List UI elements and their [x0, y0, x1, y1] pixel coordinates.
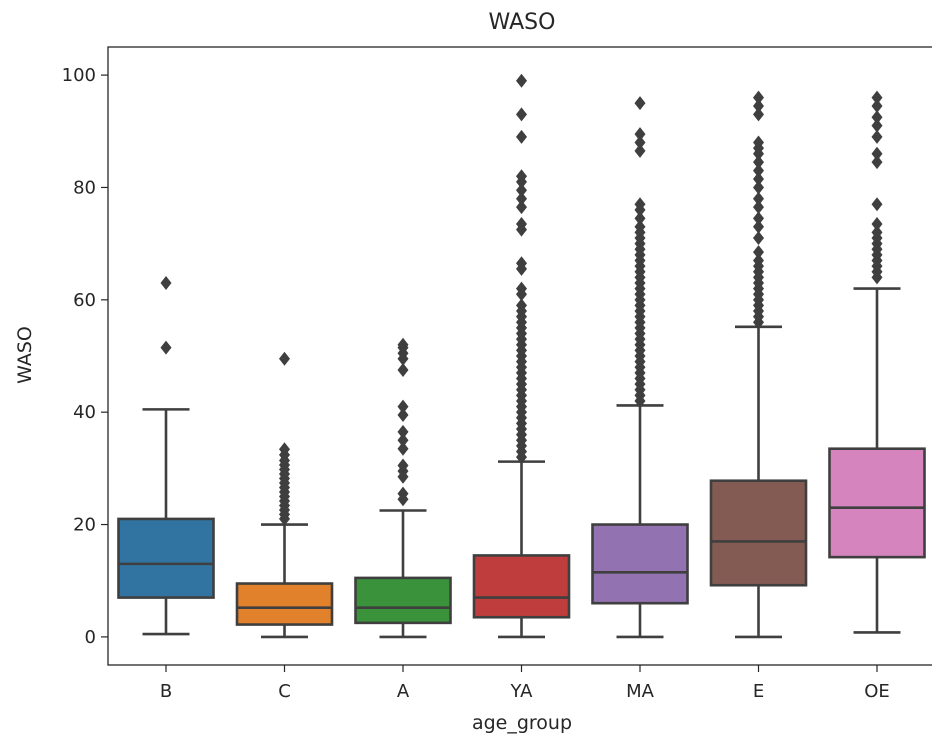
box-ya	[472, 554, 571, 619]
outlier-point-oe	[871, 90, 883, 105]
outlier-point-ma	[634, 135, 646, 150]
x-tick-label: YA	[510, 681, 534, 702]
outlier-point-ya	[516, 169, 527, 184]
y-tick-label: 60	[73, 290, 96, 311]
x-tick-label: C	[278, 681, 291, 702]
outlier-point-ya	[516, 200, 527, 215]
outlier-point-c	[279, 442, 290, 457]
outlier-point-a	[397, 458, 409, 473]
outlier-point-a	[397, 337, 409, 352]
outlier-point-oe	[871, 110, 883, 125]
outlier-point-oe	[871, 129, 883, 144]
outlier-point-ya	[516, 107, 527, 122]
box-a	[354, 576, 452, 625]
outlier-point-ya	[516, 191, 527, 206]
outlier-point-oe	[871, 146, 883, 161]
y-tick-label: 100	[62, 65, 96, 86]
outlier-point-e	[753, 90, 764, 105]
outlier-point-e	[753, 191, 764, 206]
outlier-point-oe	[871, 155, 883, 170]
outlier-point-ma	[634, 127, 646, 142]
outlier-point-a	[397, 433, 409, 448]
chart-title: WASO	[489, 10, 556, 35]
outlier-point-ma	[634, 211, 646, 226]
outlier-point-ya	[516, 256, 527, 271]
x-tick-label: OE	[864, 681, 890, 702]
outlier-point-ya	[516, 183, 527, 198]
outlier-point-a	[397, 363, 409, 378]
outlier-point-e	[753, 107, 764, 122]
outlier-point-e	[753, 155, 764, 170]
x-tick-label: MA	[626, 681, 655, 702]
outlier-point-e	[753, 219, 764, 234]
outlier-point-e	[753, 180, 764, 195]
y-tick-label: 80	[73, 177, 96, 198]
outlier-point-b	[160, 275, 172, 290]
outlier-point-ya	[516, 216, 527, 231]
outlier-point-ma	[634, 219, 646, 234]
outlier-point-ma	[634, 143, 646, 158]
plot-area: 0 20 40 60 80 100 B C A YA MA E OE	[62, 46, 932, 702]
outlier-point-b	[160, 340, 172, 355]
outlier-point-a	[397, 486, 409, 501]
outlier-point-a	[397, 441, 409, 456]
x-tick-label: A	[397, 681, 410, 702]
outlier-point-oe	[871, 98, 883, 113]
outlier-point-e	[753, 231, 764, 246]
box-oe	[828, 447, 926, 559]
outlier-point-ma	[634, 197, 646, 212]
outlier-point-e	[753, 245, 764, 260]
outlier-point-e	[753, 135, 764, 150]
outlier-point-oe	[871, 216, 883, 231]
outlier-point-a	[397, 399, 409, 414]
box-b	[117, 517, 215, 599]
outlier-point-a	[397, 424, 409, 439]
outlier-point-ya	[516, 281, 527, 296]
box-c	[235, 582, 334, 626]
x-tick-label: E	[753, 681, 764, 702]
outlier-point-oe	[871, 197, 883, 212]
outlier-point-e	[753, 163, 764, 178]
outlier-point-e	[753, 253, 764, 268]
outlier-point-oe	[871, 225, 883, 240]
box-ma	[591, 523, 689, 605]
y-tick-label: 40	[73, 402, 96, 423]
y-tick-label: 20	[73, 515, 96, 536]
outlier-point-c	[279, 351, 290, 366]
outlier-point-ya	[516, 298, 527, 313]
box-e	[709, 479, 808, 587]
outlier-point-e	[753, 200, 764, 215]
outlier-point-oe	[871, 118, 883, 133]
y-tick-label: 0	[85, 627, 96, 648]
y-axis-label: WASO	[14, 326, 36, 384]
outlier-point-e	[753, 172, 764, 187]
outlier-point-ya	[516, 129, 527, 144]
outlier-point-e	[753, 98, 764, 113]
x-axis-label: age_group	[472, 712, 572, 734]
outlier-point-ya	[516, 73, 527, 88]
outlier-point-e	[753, 211, 764, 226]
outlier-point-a	[397, 407, 409, 422]
outlier-point-ma	[634, 96, 646, 111]
x-tick-label: B	[160, 681, 172, 702]
